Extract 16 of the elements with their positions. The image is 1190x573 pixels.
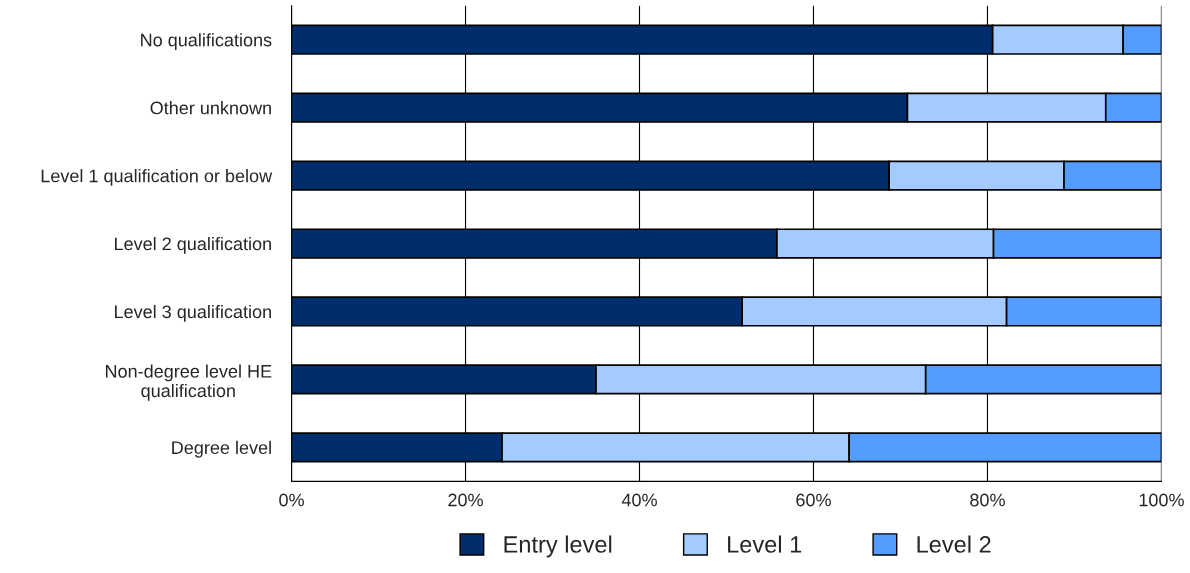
x-tick-label: 40% <box>621 493 657 507</box>
x-tick-label: 0% <box>279 493 304 507</box>
y-tick-label: Level 2 qualification <box>115 236 271 254</box>
x-tick-label: 60% <box>796 493 831 507</box>
legend-label: Entry level <box>504 535 612 558</box>
x-tick-label: 100% <box>1139 493 1184 507</box>
y-tick-label: Level 3 qualification <box>115 304 271 322</box>
y-tick-label: Degree level <box>172 440 271 458</box>
y-tick-label: No qualifications <box>141 33 272 50</box>
x-tick-label: 20% <box>448 493 483 507</box>
y-tick-label: Other unknown <box>150 101 271 115</box>
x-tick-label: 80% <box>970 493 1005 507</box>
y-tick-label: Non-degree level HE qualification <box>105 364 272 401</box>
legend-label: Level 1 <box>728 535 802 553</box>
legend-label: Level 2 <box>917 535 991 553</box>
y-tick-label: Level 1 qualification or below <box>41 169 273 186</box>
